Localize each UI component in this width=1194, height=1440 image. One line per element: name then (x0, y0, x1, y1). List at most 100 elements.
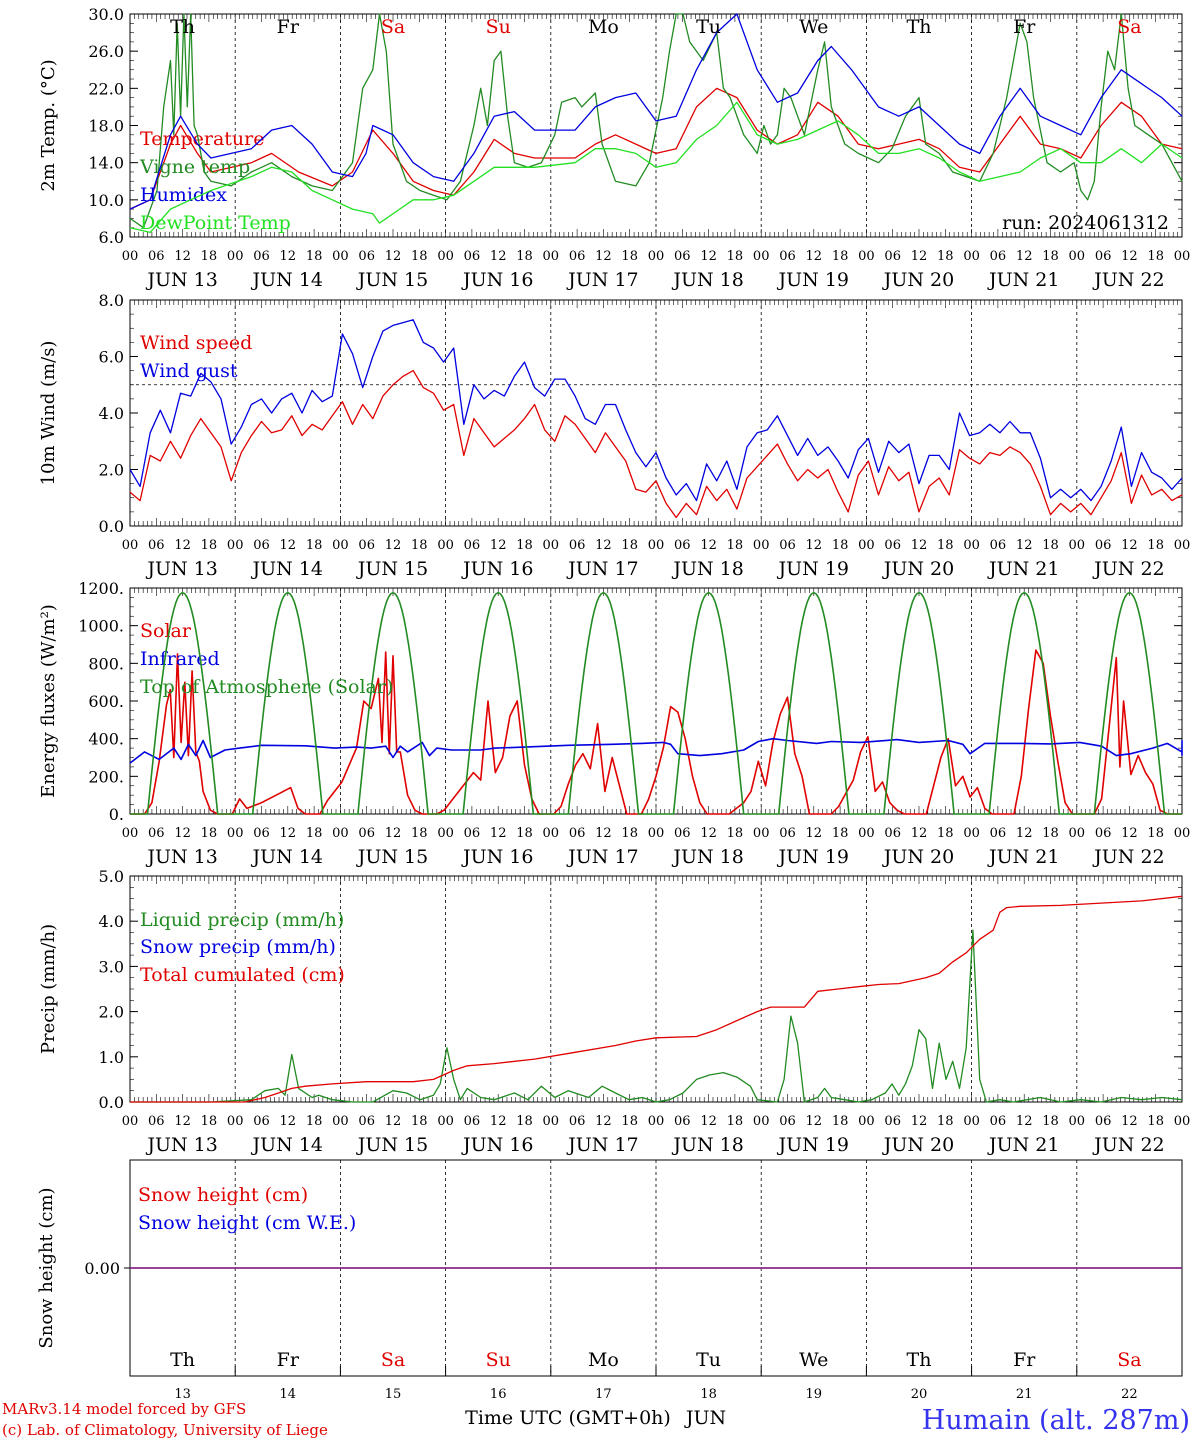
hour-label: 06 (884, 1114, 901, 1129)
date-label: JUN 18 (671, 846, 743, 868)
date-label: JUN 19 (777, 1134, 849, 1156)
hour-label: 00 (227, 1114, 244, 1129)
weekday-label: Sa (1117, 16, 1141, 38)
date-label: JUN 17 (566, 269, 638, 291)
y-tick-label: 2.0 (99, 1003, 124, 1022)
day-number: 17 (595, 1387, 612, 1402)
hour-label: 18 (937, 249, 954, 264)
hour-label: 18 (1147, 826, 1164, 841)
weekday-label: Th (907, 16, 932, 38)
hour-label: 00 (543, 1114, 560, 1129)
hour-label: 18 (727, 1114, 744, 1129)
weekday-label: Su (486, 1349, 511, 1371)
hour-label: 00 (227, 249, 244, 264)
hour-label: 06 (148, 249, 165, 264)
hour-label: 18 (937, 826, 954, 841)
hour-label: 06 (1095, 826, 1112, 841)
hour-label: 06 (990, 1114, 1007, 1129)
day-number: 19 (806, 1387, 823, 1402)
y-tick-label: 4.0 (99, 912, 124, 931)
series-line-wind-gust (129, 319, 1183, 502)
date-label: JUN 22 (1092, 846, 1164, 868)
weekday-label: Fr (1013, 16, 1036, 38)
hour-label: 00 (753, 538, 770, 553)
hour-label: 00 (648, 538, 665, 553)
day-number: 21 (1016, 1387, 1033, 1402)
day-number: 16 (490, 1387, 507, 1402)
hour-label: 12 (595, 249, 612, 264)
y-tick-label: 6.0 (99, 228, 124, 247)
hour-label: 06 (253, 249, 270, 264)
series-line-dewpoint-temp (129, 101, 1183, 234)
hour-label: 06 (779, 1114, 796, 1129)
weekday-label: Fr (1013, 1349, 1036, 1371)
hour-label: 18 (516, 249, 533, 264)
hour-label: 00 (648, 249, 665, 264)
hour-label: 06 (674, 538, 691, 553)
panel-5: 0.00 Snow height (cm) Snow height (cm) Snow… (36, 1159, 1183, 1377)
hour-label: 12 (1016, 249, 1033, 264)
hour-label: 18 (832, 249, 849, 264)
hour-label: 12 (911, 826, 928, 841)
hour-label: 06 (884, 249, 901, 264)
y-axis-title: 2m Temp. (°C) (38, 59, 59, 191)
hour-label: 00 (437, 826, 454, 841)
hour-label: 00 (858, 1114, 875, 1129)
hour-label: 18 (516, 826, 533, 841)
hour-label: 18 (516, 1114, 533, 1129)
legend-entry: Infrared (140, 648, 220, 670)
hour-label: 06 (1095, 538, 1112, 553)
weekday-label: Mo (588, 1349, 619, 1371)
hour-label: 06 (779, 538, 796, 553)
legend-entry: DewPoint Temp (140, 212, 291, 234)
date-label: JUN 19 (777, 558, 849, 580)
date-label: JUN 13 (145, 1134, 217, 1156)
date-label: JUN 15 (356, 846, 428, 868)
legend-entry: Solar (140, 620, 192, 642)
hour-label: 00 (963, 538, 980, 553)
hour-label: 12 (595, 538, 612, 553)
y-tick-label: 0. (109, 805, 124, 824)
hour-label: 06 (1095, 249, 1112, 264)
credit-line: (c) Lab. of Climatology, University of L… (2, 1421, 328, 1439)
date-label: JUN 17 (566, 846, 638, 868)
weekday-label: Tu (696, 1349, 721, 1371)
y-axis-title: Energy fluxes (W/m²) (38, 604, 59, 798)
hour-label: 12 (1016, 538, 1033, 553)
hour-label: 18 (411, 538, 428, 553)
hour-label: 06 (253, 826, 270, 841)
hour-label: 12 (490, 826, 507, 841)
y-tick-label: 0.0 (99, 517, 124, 536)
hour-label: 00 (1069, 249, 1086, 264)
hour-label: 06 (358, 538, 375, 553)
x-axis-month: JUN (684, 1407, 726, 1429)
hour-label: 18 (1042, 1114, 1059, 1129)
date-label: JUN 20 (882, 1134, 954, 1156)
panel-1: 00 06 12 18 JUN 13 00 06 12 18 JUN 14 00 06 12 18 JUN … (38, 5, 1190, 291)
legend-entry: Snow height (cm) (138, 1184, 308, 1206)
hour-label: 18 (832, 826, 849, 841)
series-line-vigne-temp (129, 13, 1183, 229)
hour-label: 12 (806, 249, 823, 264)
legend-entry: Wind gust (140, 360, 238, 382)
hour-label: 12 (1016, 1114, 1033, 1129)
hour-label: 06 (1095, 1114, 1112, 1129)
hour-label: 00 (332, 1114, 349, 1129)
hour-label: 06 (779, 826, 796, 841)
y-tick-label: 3.0 (99, 957, 124, 976)
legend-entry: Liquid precip (mm/h) (140, 909, 344, 931)
y-tick-label: 4.0 (99, 404, 124, 423)
hour-label: 18 (621, 826, 638, 841)
weekday-label: Fr (277, 16, 300, 38)
weekday-label: Sa (381, 16, 405, 38)
date-label: JUN 13 (145, 269, 217, 291)
hour-label: 18 (201, 538, 218, 553)
hour-label: 00 (963, 249, 980, 264)
date-label: JUN 22 (1092, 269, 1164, 291)
hour-label: 06 (464, 1114, 481, 1129)
hour-label: 12 (700, 1114, 717, 1129)
day-number: 18 (700, 1387, 717, 1402)
date-label: JUN 17 (566, 1134, 638, 1156)
hour-label: 06 (464, 826, 481, 841)
